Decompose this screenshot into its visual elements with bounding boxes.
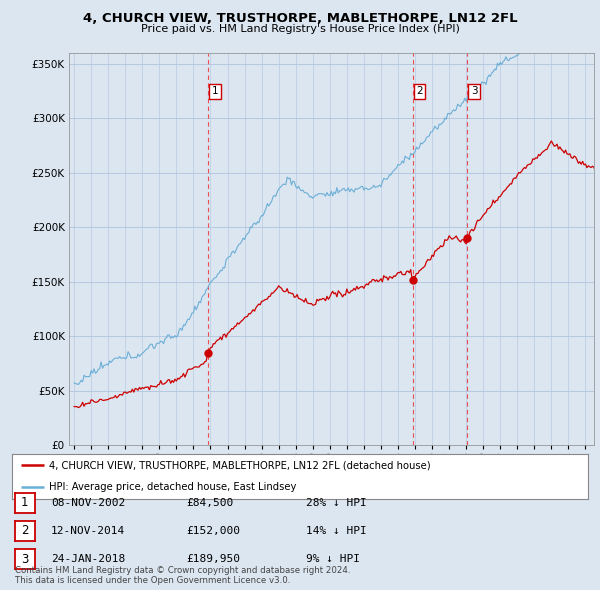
Text: £84,500: £84,500: [186, 498, 233, 507]
Text: 3: 3: [471, 86, 478, 96]
Text: 28% ↓ HPI: 28% ↓ HPI: [306, 498, 367, 507]
Text: 4, CHURCH VIEW, TRUSTHORPE, MABLETHORPE, LN12 2FL (detached house): 4, CHURCH VIEW, TRUSTHORPE, MABLETHORPE,…: [49, 460, 431, 470]
Text: Contains HM Land Registry data © Crown copyright and database right 2024.
This d: Contains HM Land Registry data © Crown c…: [15, 566, 350, 585]
Text: 9% ↓ HPI: 9% ↓ HPI: [306, 555, 360, 564]
Text: Price paid vs. HM Land Registry's House Price Index (HPI): Price paid vs. HM Land Registry's House …: [140, 24, 460, 34]
Text: 24-JAN-2018: 24-JAN-2018: [51, 555, 125, 564]
Text: 2: 2: [416, 86, 423, 96]
Text: 12-NOV-2014: 12-NOV-2014: [51, 526, 125, 536]
Text: 1: 1: [211, 86, 218, 96]
Text: 1: 1: [21, 496, 29, 509]
Text: £152,000: £152,000: [186, 526, 240, 536]
Text: 3: 3: [21, 553, 29, 566]
Text: HPI: Average price, detached house, East Lindsey: HPI: Average price, detached house, East…: [49, 483, 297, 493]
Text: 4, CHURCH VIEW, TRUSTHORPE, MABLETHORPE, LN12 2FL: 4, CHURCH VIEW, TRUSTHORPE, MABLETHORPE,…: [83, 12, 517, 25]
Text: £189,950: £189,950: [186, 555, 240, 564]
Text: 2: 2: [21, 525, 29, 537]
Text: 08-NOV-2002: 08-NOV-2002: [51, 498, 125, 507]
Text: 14% ↓ HPI: 14% ↓ HPI: [306, 526, 367, 536]
